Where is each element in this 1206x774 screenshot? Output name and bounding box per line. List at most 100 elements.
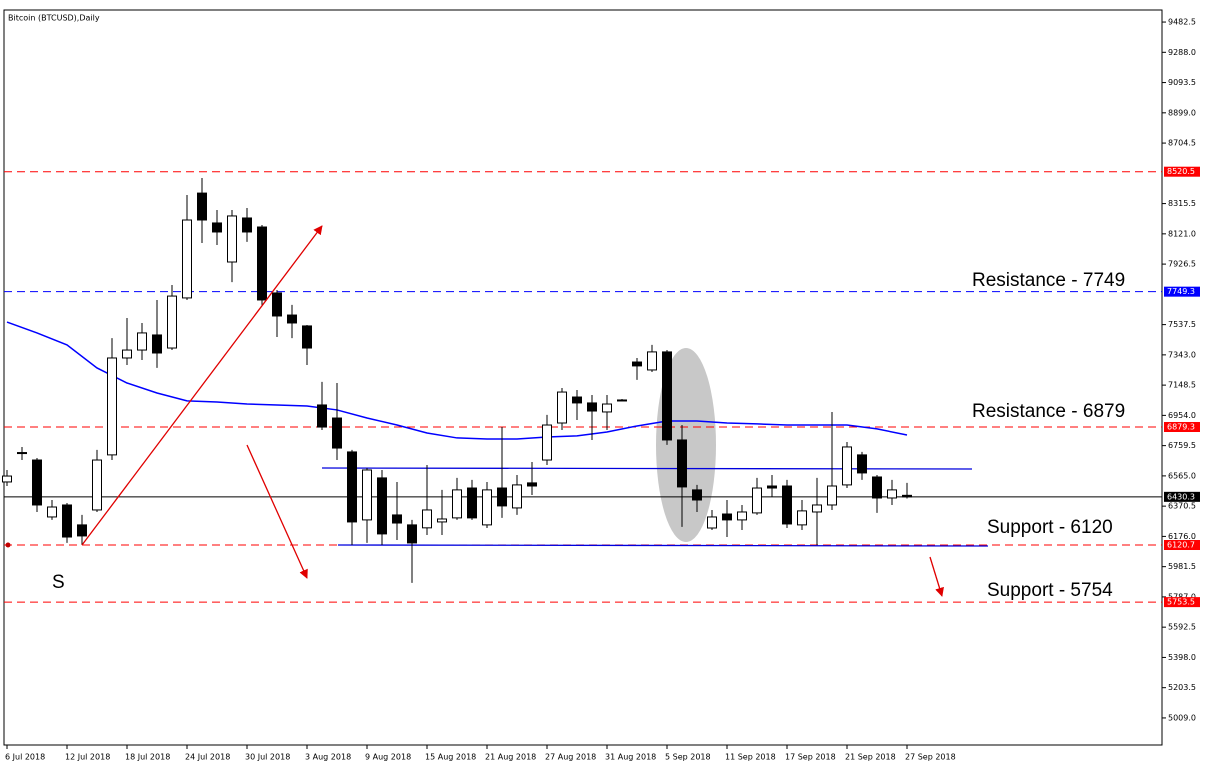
y-tick-label: 5009.0 xyxy=(1168,713,1196,722)
y-tick-label: 9482.5 xyxy=(1168,18,1196,27)
candle-body xyxy=(512,484,522,509)
x-tick-label: 21 Sep 2018 xyxy=(845,753,896,762)
candle-body xyxy=(692,489,702,501)
arrow xyxy=(246,444,308,579)
candle-body xyxy=(797,510,807,526)
candle-body xyxy=(17,452,27,455)
candle-body xyxy=(602,403,612,413)
range-bottom-line xyxy=(337,544,989,547)
level-label: 5753.5 xyxy=(1167,598,1195,607)
arrow xyxy=(81,225,323,546)
annotation: Resistance - 6879 xyxy=(972,401,1125,422)
y-tick-label: 8899.0 xyxy=(1168,108,1196,117)
y-tick-label: 8315.5 xyxy=(1168,199,1196,208)
candle-body xyxy=(227,215,237,263)
annotation: Support - 6120 xyxy=(987,517,1113,538)
level-tag xyxy=(1164,421,1200,432)
candles xyxy=(2,178,912,583)
candle-body xyxy=(467,487,477,519)
x-tick-label: 30 Jul 2018 xyxy=(245,753,290,762)
annotation: Support - 5754 xyxy=(987,580,1113,601)
candle-body xyxy=(77,524,87,537)
candle-body xyxy=(482,489,492,526)
y-tick-label: 5203.5 xyxy=(1168,683,1196,692)
x-tick-label: 27 Aug 2018 xyxy=(545,753,596,762)
x-tick-label: 31 Aug 2018 xyxy=(605,753,656,762)
y-tick-label: 7148.5 xyxy=(1168,381,1196,390)
candle-body xyxy=(647,351,657,371)
candle-body xyxy=(842,446,852,486)
candle-body xyxy=(632,361,642,367)
candle-body xyxy=(437,518,447,523)
level-label: 6879.3 xyxy=(1167,422,1195,431)
y-tick-label: 7926.5 xyxy=(1168,260,1196,269)
x-tick-label: 3 Aug 2018 xyxy=(305,753,351,762)
candle-body xyxy=(392,514,402,524)
level-tag xyxy=(1164,540,1200,551)
candle-body xyxy=(32,459,42,506)
candle-body xyxy=(347,451,357,523)
candle-body xyxy=(272,292,282,317)
candle-body xyxy=(122,349,132,359)
candle-body xyxy=(302,325,312,349)
candle-body xyxy=(137,332,147,351)
candle-body xyxy=(407,524,417,544)
candle-body xyxy=(662,351,672,441)
level-label: 6430.3 xyxy=(1167,492,1195,501)
y-tick-label: 6565.0 xyxy=(1168,471,1196,480)
candle-body xyxy=(197,192,207,221)
level-label: 6120.7 xyxy=(1167,541,1195,550)
y-tick-label: 6759.5 xyxy=(1168,441,1196,450)
axis: 9482.5 9288.0 9093.5 8899.0 8704.5 8315.5 8121… xyxy=(5,18,1200,762)
candle-body xyxy=(62,504,72,538)
candle-body xyxy=(92,459,102,511)
candle-body xyxy=(782,485,792,525)
candle-body xyxy=(332,417,342,449)
level-label: 8520.5 xyxy=(1167,167,1195,176)
ma-group xyxy=(6,321,908,440)
candle-body xyxy=(497,487,507,507)
candle-body xyxy=(422,509,432,529)
candle-body xyxy=(362,469,372,521)
x-tick-label: 21 Aug 2018 xyxy=(485,753,536,762)
candle-body xyxy=(752,487,762,514)
candle-body xyxy=(452,489,462,519)
y-tick-label: 6370.5 xyxy=(1168,502,1196,511)
x-tick-label: 9 Aug 2018 xyxy=(365,753,411,762)
x-tick-label: 17 Sep 2018 xyxy=(785,753,836,762)
candle-body xyxy=(737,511,747,521)
x-tick-label: 27 Sep 2018 xyxy=(905,753,956,762)
y-tick-label: 5787.0 xyxy=(1168,592,1196,601)
x-tick-label: 18 Jul 2018 xyxy=(125,753,170,762)
candle-body xyxy=(572,396,582,404)
candle-body xyxy=(827,485,837,506)
marker-dot xyxy=(5,542,11,548)
annotation: S xyxy=(52,572,65,593)
y-tick-label: 7343.0 xyxy=(1168,350,1196,359)
y-tick-label: 8121.0 xyxy=(1168,229,1196,238)
candle-body xyxy=(587,402,597,412)
annotation: Resistance - 7749 xyxy=(972,270,1125,291)
arrow xyxy=(929,556,944,597)
y-tick-label: 5592.5 xyxy=(1168,623,1196,632)
level-tag xyxy=(1164,286,1200,297)
y-tick-label: 9093.5 xyxy=(1168,78,1196,87)
candle-body xyxy=(242,217,252,233)
x-tick-label: 12 Jul 2018 xyxy=(65,753,110,762)
y-tick-label: 5398.0 xyxy=(1168,653,1196,662)
x-tick-label: 11 Sep 2018 xyxy=(725,753,776,762)
candle-body xyxy=(257,226,267,301)
candle-body xyxy=(287,314,297,324)
x-tick-label: 5 Sep 2018 xyxy=(665,753,711,762)
candle-body xyxy=(812,504,822,513)
plot-frame xyxy=(3,9,1163,746)
candle-body xyxy=(677,439,687,488)
candle-body xyxy=(767,485,777,489)
y-tick-label: 8704.5 xyxy=(1168,139,1196,148)
y-tick-label: 6954.0 xyxy=(1168,411,1196,420)
level-tag xyxy=(1164,597,1200,608)
candle-body xyxy=(317,404,327,428)
level-tag xyxy=(1164,491,1200,502)
